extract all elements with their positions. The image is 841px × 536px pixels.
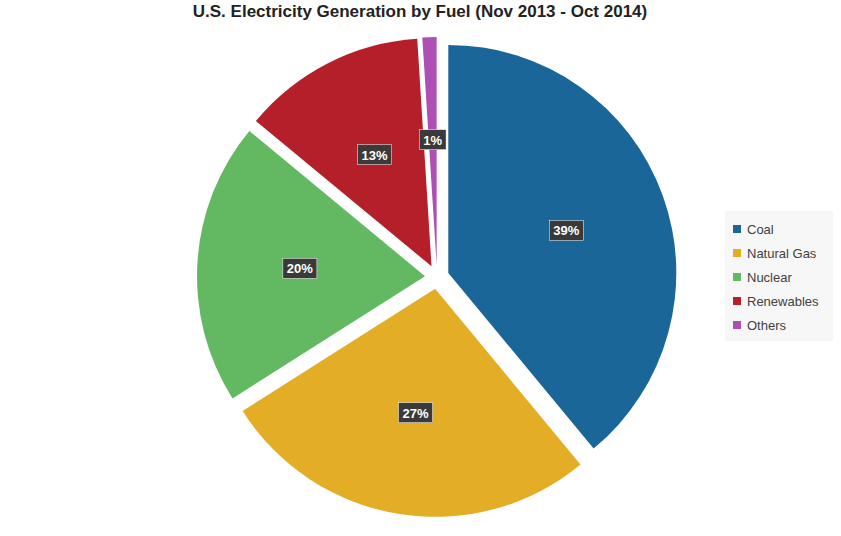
background	[0, 0, 841, 536]
chart-svg: U.S. Electricity Generation by Fuel (Nov…	[0, 0, 841, 536]
data-label: 1%	[423, 133, 442, 148]
legend-swatch	[733, 321, 741, 329]
legend-label: Others	[747, 318, 787, 333]
legend-label: Natural Gas	[747, 246, 817, 261]
data-label: 20%	[287, 261, 313, 276]
data-label: 13%	[362, 148, 388, 163]
data-label: 27%	[402, 406, 428, 421]
legend-swatch	[733, 297, 741, 305]
legend-label: Nuclear	[747, 270, 792, 285]
pie-slice	[422, 37, 436, 265]
data-label-box	[283, 258, 317, 278]
data-label-box	[419, 130, 446, 150]
pie-slices	[197, 37, 676, 517]
legend-label: Coal	[747, 222, 774, 237]
data-labels: 39% 27% 20% 13% 1%	[283, 130, 583, 423]
data-label-box	[398, 403, 432, 423]
legend-swatch	[733, 225, 741, 233]
legend-swatch	[733, 273, 741, 281]
pie-slice	[256, 39, 432, 267]
chart-title: U.S. Electricity Generation by Fuel (Nov…	[193, 2, 647, 21]
legend-background	[725, 211, 833, 341]
data-label-box	[358, 145, 392, 165]
data-label: 39%	[553, 223, 579, 238]
data-label-box	[549, 220, 583, 240]
chart-container: U.S. Electricity Generation by Fuel (Nov…	[0, 0, 841, 536]
legend-label: Renewables	[747, 294, 819, 309]
legend-swatch	[733, 249, 741, 257]
legend: Coal Natural Gas Nuclear Renewables Others	[725, 211, 833, 341]
